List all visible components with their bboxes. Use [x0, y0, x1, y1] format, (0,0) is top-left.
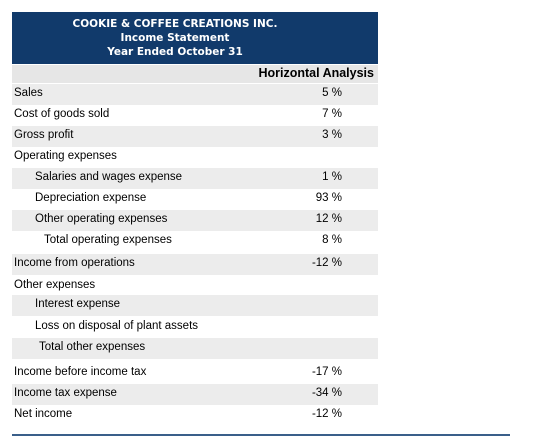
row-label: Salaries and wages expense: [35, 171, 183, 183]
row-value: 7 %: [322, 108, 342, 120]
row-interest-expense: Interest expense: [12, 295, 378, 316]
row-label: Other expenses: [14, 279, 96, 291]
row-total-operating: Total operating expenses 8 %: [0, 231, 378, 252]
row-label: Operating expenses: [14, 150, 117, 162]
statement-header: COOKIE & COFFEE CREATIONS INC. Income St…: [12, 12, 378, 64]
row-value: -34 %: [311, 387, 342, 399]
row-label: Interest expense: [35, 298, 121, 310]
row-value: 93 %: [315, 192, 342, 204]
row-sales: Sales 5 %: [12, 84, 378, 105]
bottom-rule: [12, 434, 510, 436]
row-income-tax: Income tax expense -34 %: [12, 384, 378, 405]
row-label: Income before income tax: [14, 366, 147, 378]
row-label: Total other expenses: [39, 341, 146, 353]
row-loss-on-disposal: Loss on disposal of plant assets: [0, 317, 378, 338]
row-income-before-tax: Income before income tax -17 %: [0, 363, 378, 384]
statement-title: Income Statement: [120, 32, 230, 44]
row-label: Cost of goods sold: [14, 108, 110, 120]
row-value: 8 %: [322, 234, 342, 246]
row-label: Depreciation expense: [35, 192, 147, 204]
row-other-expenses: Other expenses: [0, 276, 378, 297]
row-value: -12 %: [311, 408, 342, 420]
row-salaries: Salaries and wages expense 1 %: [12, 168, 378, 189]
row-value: 3 %: [322, 129, 342, 141]
row-depreciation: Depreciation expense 93 %: [0, 189, 378, 210]
row-net-income: Net income -12 %: [0, 405, 378, 426]
row-value: 12 %: [315, 213, 342, 225]
statement-period: Year Ended October 31: [107, 46, 243, 58]
row-label: Gross profit: [14, 129, 74, 141]
row-total-other: Total other expenses: [12, 338, 378, 359]
row-other-operating: Other operating expenses 12 %: [12, 210, 378, 231]
row-label: Net income: [14, 408, 73, 420]
column-header: Horizontal Analysis: [12, 65, 378, 83]
row-cogs: Cost of goods sold 7 %: [0, 105, 378, 126]
row-label: Income from operations: [14, 257, 135, 269]
company-name: COOKIE & COFFEE CREATIONS INC.: [72, 18, 278, 30]
row-operating-expenses: Operating expenses: [0, 147, 378, 168]
row-value: -12 %: [311, 257, 342, 269]
row-label: Other operating expenses: [35, 213, 168, 225]
row-label: Income tax expense: [14, 387, 117, 399]
row-value: 5 %: [322, 87, 342, 99]
row-value: -17 %: [311, 366, 342, 378]
row-label: Total operating expenses: [44, 234, 172, 246]
row-value: 1 %: [322, 171, 342, 183]
row-label: Loss on disposal of plant assets: [35, 320, 199, 332]
row-income-from-operations: Income from operations -12 %: [12, 254, 378, 275]
row-label: Sales: [14, 87, 43, 99]
row-gross-profit: Gross profit 3 %: [12, 126, 378, 147]
horizontal-analysis-header: Horizontal Analysis: [258, 66, 374, 80]
